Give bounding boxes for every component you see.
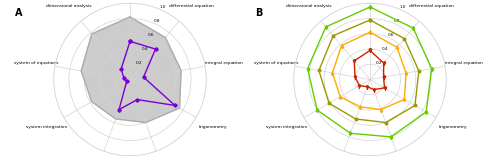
Polygon shape [81, 17, 181, 123]
Text: A: A [15, 8, 22, 18]
Text: B: B [255, 8, 262, 18]
